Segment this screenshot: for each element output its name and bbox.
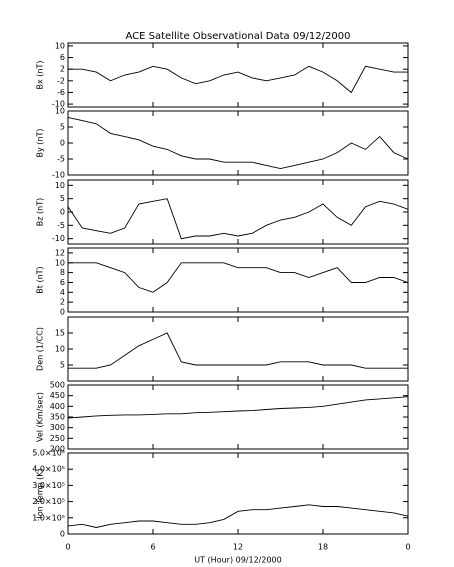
y-axis-label: Ion Temp (K) (36, 468, 45, 518)
y-tick-label: 6 (60, 278, 65, 287)
x-tick-label: 12 (233, 543, 243, 552)
y-tick-label: 8 (60, 268, 65, 277)
chart-title: ACE Satellite Observational Data 09/12/2… (126, 31, 351, 42)
y-tick-label: 5 (60, 361, 65, 370)
y-tick-label: 4 (60, 288, 65, 297)
y-tick-label: 5 (60, 123, 65, 132)
y-tick-label: 3.0×10⁵ (32, 481, 65, 490)
y-tick-label: 250 (50, 434, 65, 443)
y-tick-label: 350 (50, 413, 65, 422)
y-tick-label: 10 (55, 345, 65, 354)
y-axis-label: By (nT) (36, 129, 45, 158)
y-tick-label: 0 (60, 308, 65, 317)
y-tick-label: 400 (50, 402, 65, 411)
y-tick-label: 10 (55, 258, 65, 267)
y-tick-label: 2 (60, 65, 65, 74)
y-tick-label: 10 (55, 41, 65, 50)
y-tick-label: -5 (57, 155, 65, 164)
y-tick-label: 0 (60, 530, 65, 539)
y-tick-label: -10 (52, 234, 65, 243)
y-tick-label: -10 (52, 100, 65, 109)
y-tick-label: 0 (60, 139, 65, 148)
x-axis-label: UT (Hour) 09/12/2000 (194, 556, 281, 565)
y-tick-label: 4.0×10⁵ (32, 465, 65, 474)
panel-frame (67, 110, 409, 176)
y-tick-label: -5 (57, 221, 65, 230)
y-tick-label: -10 (52, 171, 65, 180)
y-tick-label: 5.0×10⁵ (32, 449, 65, 458)
y-tick-label: 0 (60, 208, 65, 217)
panel-frame (67, 179, 409, 245)
y-tick-label: 10 (55, 107, 65, 116)
panel-frame (67, 384, 409, 450)
y-tick-label: -2 (57, 76, 65, 85)
y-tick-label: 12 (55, 248, 65, 257)
x-tick-label: 0 (65, 543, 70, 552)
y-axis-label: Bz (nT) (36, 198, 45, 226)
y-tick-label: 5 (60, 194, 65, 203)
y-tick-label: 450 (50, 391, 65, 400)
data-line (68, 65, 408, 94)
data-line (68, 262, 409, 293)
y-tick-label: 10 (55, 181, 65, 190)
y-tick-label: 6 (60, 53, 65, 62)
panel-frame (67, 247, 409, 313)
data-line (68, 332, 408, 369)
data-line (67, 116, 409, 170)
y-tick-label: 2 (60, 298, 65, 307)
y-tick-label: -6 (57, 88, 65, 97)
y-tick-label: 15 (55, 329, 65, 338)
y-axis-label: Bx (nT) (36, 61, 45, 90)
y-axis-label: Den (1/CC) (36, 327, 45, 371)
data-line (67, 504, 409, 528)
x-tick-label: 0 (405, 543, 410, 552)
y-axis-label: Bt (nT) (36, 266, 45, 293)
x-tick-label: 18 (318, 543, 328, 552)
y-tick-label: 500 (50, 381, 65, 390)
x-tick-label: 6 (150, 543, 155, 552)
y-tick-label: 300 (50, 423, 65, 432)
panel-frame (67, 316, 409, 382)
data-line (67, 396, 409, 419)
panel-frame (67, 42, 409, 108)
y-tick-label: 2.0×10⁵ (32, 497, 65, 506)
y-tick-label: 1.0×10⁵ (32, 513, 65, 522)
y-tick-label: 200 (50, 445, 65, 454)
data-line (67, 198, 409, 240)
y-axis-label: Vel (Km/sec) (36, 392, 45, 442)
panel-frame (67, 452, 409, 535)
